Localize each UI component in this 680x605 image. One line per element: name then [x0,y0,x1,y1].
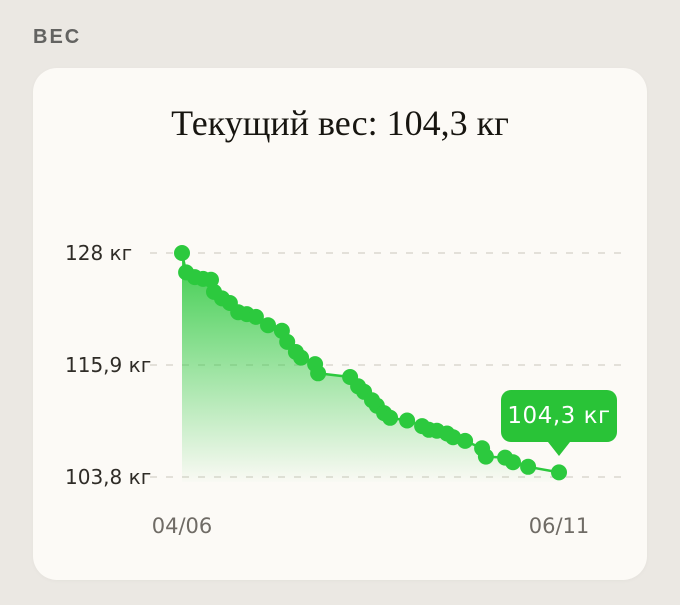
data-point[interactable] [399,412,416,429]
weight-chart[interactable]: 128 кг 115,9 кг 103,8 кг 04/06 06/11 [33,230,647,550]
current-weight-tooltip: 104,3 кг [501,390,617,442]
y-axis-label: 128 кг [65,241,132,265]
data-point[interactable] [457,432,474,449]
x-axis-label: 04/06 [152,514,213,538]
data-point[interactable] [203,271,219,288]
data-point[interactable] [505,454,521,471]
data-point[interactable] [445,429,462,446]
x-axis-label: 06/11 [529,514,590,538]
data-point[interactable] [310,365,327,382]
data-point[interactable] [174,245,190,261]
current-weight-title: Текущий вес: 104,3 кг [171,103,509,143]
tooltip-label: 104,3 кг [507,403,611,429]
data-point[interactable] [293,349,310,366]
data-point[interactable] [477,448,494,465]
y-axis-label: 115,9 кг [65,353,151,377]
weight-card: Текущий вес: 104,3 кг 128 кг 115,9 кг 103,… [33,68,647,580]
data-point[interactable] [551,464,567,481]
y-axis-label: 103,8 кг [65,465,151,489]
data-point[interactable] [260,317,276,334]
section-title: ВЕС [33,26,82,48]
data-point[interactable] [382,409,399,426]
data-point[interactable] [247,308,264,325]
data-point[interactable] [520,458,537,475]
area-fill [182,253,559,482]
